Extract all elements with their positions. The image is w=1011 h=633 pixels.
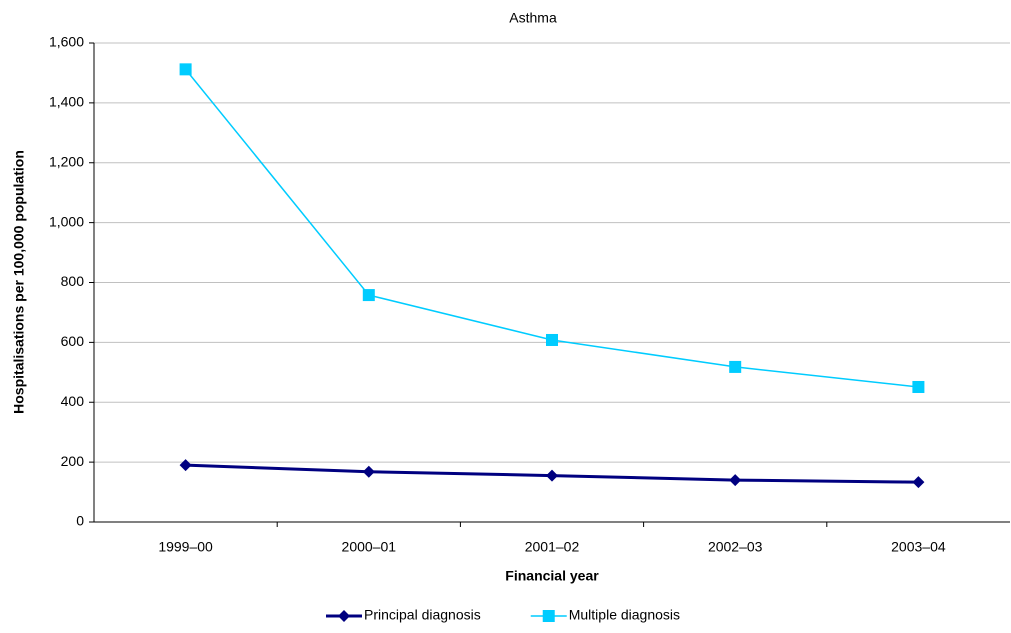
data-point xyxy=(362,289,375,302)
data-point xyxy=(362,465,375,478)
y-tick-label: 600 xyxy=(61,333,85,349)
data-point xyxy=(912,476,925,489)
x-tick-label: 2002–03 xyxy=(708,539,763,555)
data-point xyxy=(729,360,742,373)
legend-marker xyxy=(338,610,350,622)
data-point xyxy=(546,469,558,482)
x-tick-label: 2003–04 xyxy=(891,539,946,555)
legend-label: Multiple diagnosis xyxy=(569,607,680,623)
x-tick-label: 1999–00 xyxy=(158,539,213,555)
data-point xyxy=(546,333,558,346)
data-point xyxy=(179,63,192,76)
x-tick-label: 2000–01 xyxy=(342,539,397,555)
x-tick-label: 2001–02 xyxy=(525,539,580,555)
x-axis-title: Financial year xyxy=(505,568,599,584)
data-point xyxy=(912,380,925,393)
y-tick-label: 1,200 xyxy=(49,153,84,169)
y-tick-label: 400 xyxy=(61,393,85,409)
data-point xyxy=(729,474,742,487)
y-tick-label: 200 xyxy=(61,453,85,469)
data-point xyxy=(179,459,192,472)
y-tick-label: 800 xyxy=(61,273,85,289)
y-axis-title: Hospitalisations per 100,000 population xyxy=(11,150,27,414)
y-tick-label: 1,400 xyxy=(49,94,84,110)
legend-marker xyxy=(542,610,555,622)
y-tick-label: 1,000 xyxy=(49,213,84,229)
chart-title: Asthma xyxy=(509,10,557,26)
legend-label: Principal diagnosis xyxy=(364,607,481,623)
y-tick-label: 0 xyxy=(76,513,84,529)
y-tick-label: 1,600 xyxy=(49,34,84,50)
